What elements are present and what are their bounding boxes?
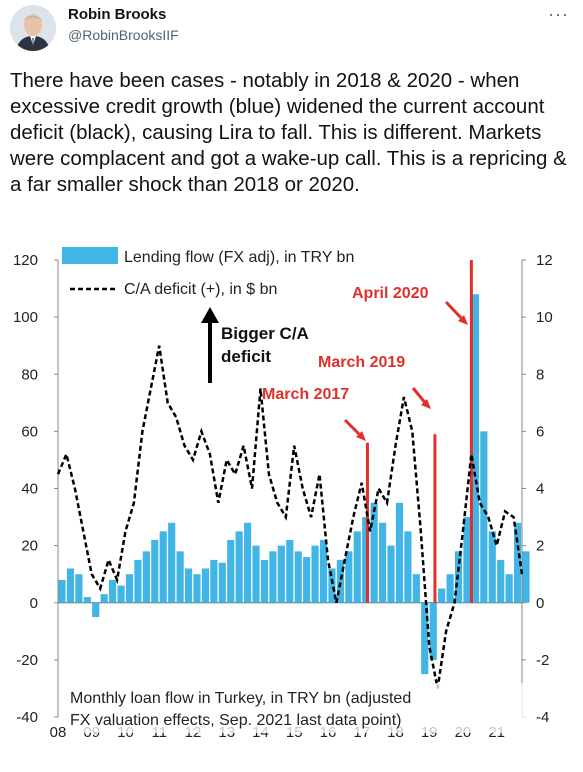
- loan-flow-chart: 120100806040200-20-40121086420-2-4080910…: [13, 247, 553, 741]
- right-tick-label: 10: [536, 309, 553, 326]
- right-tick-label: 8: [536, 366, 544, 383]
- lending-bar: [311, 545, 319, 603]
- lending-bar: [269, 551, 277, 603]
- right-tick-label: -4: [536, 709, 549, 726]
- event-arrow-head: [458, 315, 468, 325]
- tweet-text: There have been cases - notably in 2018 …: [10, 69, 567, 196]
- left-tick-label: 80: [21, 366, 38, 383]
- right-tick-label: 2: [536, 538, 544, 555]
- right-tick-label: -2: [536, 652, 549, 669]
- left-tick-label: 120: [13, 252, 38, 269]
- left-tick-label: -20: [16, 652, 38, 669]
- lending-bar: [345, 551, 353, 603]
- right-tick-label: 6: [536, 423, 544, 440]
- lending-bar: [125, 574, 134, 603]
- lending-bar: [353, 531, 361, 603]
- lending-bar: [480, 431, 488, 603]
- lending-bar: [429, 602, 437, 660]
- lending-bar: [176, 551, 184, 603]
- lending-bar: [303, 557, 311, 603]
- legend-swatch-lending: [62, 247, 118, 264]
- lending-bar: [395, 502, 404, 603]
- lending-bar: [438, 588, 446, 603]
- ca-deficit-line: [56, 345, 524, 689]
- right-tick-label: 0: [536, 595, 544, 612]
- lending-bar: [58, 579, 66, 603]
- note-backdrop: [66, 683, 528, 733]
- lending-bar: [159, 531, 167, 603]
- chart-note-line2: FX valuation effects, Sep. 2021 last dat…: [70, 712, 401, 729]
- lending-bar: [463, 517, 471, 603]
- lending-bar: [378, 522, 387, 603]
- lending-bar: [421, 602, 429, 675]
- lending-bar: [151, 539, 159, 603]
- lending-bar: [488, 531, 496, 603]
- legend-label-lending: Lending flow (FX adj), in TRY bn: [124, 249, 354, 266]
- author-name[interactable]: Robin Brooks: [68, 6, 167, 23]
- event-arrow-head: [421, 399, 431, 409]
- event-label: March 2017: [262, 386, 349, 403]
- author-handle[interactable]: @RobinBrooksIIF: [68, 27, 179, 43]
- event-arrow-head: [356, 431, 366, 441]
- lending-bar: [235, 531, 243, 603]
- event-arrow-shaft: [444, 300, 466, 323]
- lending-bar: [92, 602, 100, 618]
- lending-bar: [294, 551, 302, 603]
- lending-bar: [260, 559, 269, 603]
- lending-bar: [286, 539, 294, 603]
- lending-bar: [117, 585, 125, 603]
- lending-bar: [244, 522, 252, 603]
- lending-bar: [497, 559, 505, 603]
- lending-bar: [513, 522, 522, 603]
- lending-bar: [412, 574, 420, 603]
- lending-bar: [75, 574, 83, 603]
- arrow-annotation-line2: deficit: [221, 347, 271, 366]
- lending-bar: [168, 522, 176, 603]
- lending-bar: [210, 559, 218, 603]
- left-tick-label: -40: [16, 709, 38, 726]
- lending-bar: [277, 545, 285, 603]
- lending-bar: [370, 502, 378, 603]
- lending-bar: [184, 568, 193, 603]
- lending-bar: [387, 545, 395, 603]
- event-label: March 2019: [318, 354, 405, 371]
- lending-bar: [404, 531, 412, 603]
- lending-bar: [522, 551, 530, 603]
- event-label: April 2020: [352, 285, 429, 302]
- lending-bar: [83, 597, 91, 603]
- lending-bar: [218, 562, 226, 603]
- left-tick-label: 20: [21, 538, 38, 555]
- lending-bar: [446, 574, 454, 603]
- lending-bar: [471, 294, 479, 603]
- left-tick-label: 0: [30, 595, 38, 612]
- legend-label-ca: C/A deficit (+), in $ bn: [124, 281, 277, 298]
- chart-note-line1: Monthly loan flow in Turkey, in TRY bn (…: [70, 690, 411, 707]
- author-photo: [10, 5, 56, 51]
- lending-bar: [109, 579, 117, 603]
- lending-bar: [328, 568, 336, 603]
- lending-bar: [134, 559, 142, 603]
- x-tick-label: 08: [50, 724, 67, 741]
- left-tick-label: 40: [21, 481, 38, 498]
- lending-bar: [505, 574, 513, 603]
- right-tick-label: 4: [536, 481, 544, 498]
- author-avatar[interactable]: [10, 5, 56, 51]
- left-tick-label: 60: [21, 423, 38, 440]
- lending-bar: [201, 568, 210, 603]
- lending-bar: [227, 539, 235, 603]
- lending-bar: [319, 539, 328, 603]
- more-options-icon[interactable]: ···: [548, 4, 569, 24]
- bigger-deficit-arrow-head: [201, 307, 219, 323]
- right-tick-label: 12: [536, 252, 553, 269]
- lending-bar: [142, 551, 150, 603]
- lending-bar: [336, 559, 344, 603]
- lending-bar: [252, 545, 260, 603]
- lending-bar: [100, 594, 108, 603]
- lending-bar: [66, 568, 75, 603]
- lending-bar: [362, 517, 370, 603]
- arrow-annotation-line1: Bigger C/A: [221, 324, 309, 343]
- lending-bar: [193, 574, 201, 603]
- left-tick-label: 100: [13, 309, 38, 326]
